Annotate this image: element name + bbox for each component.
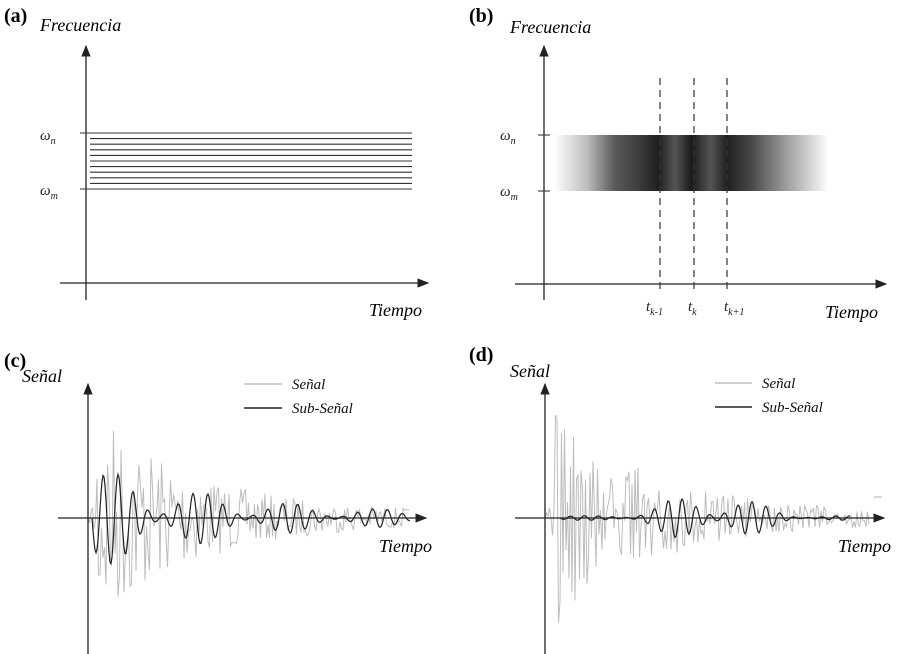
panel-d-y-axis-title: Señal	[510, 361, 550, 381]
panel-a: (a) Frecuencia Tiempo ωn ωm	[4, 5, 430, 320]
panel-b-tick-tk-plus-1: tk+1	[724, 299, 744, 318]
panel-b-tick-tk: tk	[688, 299, 697, 318]
panel-d-legend-sub-signal-label: Sub-Señal	[762, 400, 823, 416]
panel-d-signal-series	[544, 414, 870, 623]
panel-c-y-axis-title: Señal	[22, 366, 62, 386]
panel-a-omega-n-label: ωn	[40, 128, 56, 147]
panel-b-omega-n-label: ωn	[500, 128, 516, 147]
panel-a-omega-m-label: ωm	[40, 183, 58, 202]
panel-a-x-axis-title: Tiempo	[369, 300, 422, 320]
panel-d: (d) Señal Tiempo Señal Sub-Señal	[469, 344, 891, 654]
panel-c-legend-sub-signal-label: Sub-Señal	[292, 401, 353, 417]
panel-d-x-axis-title: Tiempo	[838, 536, 891, 556]
panel-c-legend-signal-label: Señal	[292, 377, 325, 393]
panel-b-tick-tk-minus-1: tk-1	[646, 299, 663, 318]
panel-b-time-frequency-band	[554, 135, 829, 191]
panel-c-sub-signal-series	[91, 472, 410, 566]
panel-b: (b) Frecuencia ωn ωm tk-1 tk tk+1 Tiempo	[469, 5, 888, 322]
panel-b-label: (b)	[469, 5, 493, 27]
panel-c-x-axis-title: Tiempo	[379, 536, 432, 556]
panel-a-y-axis-title: Frecuencia	[39, 15, 121, 35]
panel-d-legend-signal-label: Señal	[762, 376, 795, 392]
panel-b-omega-m-label: ωm	[500, 184, 518, 203]
panel-d-label: (d)	[469, 344, 493, 366]
panel-c: (c) Señal Tiempo Señal Sub-Señal	[4, 350, 432, 654]
panel-a-frequency-lines	[80, 132, 412, 190]
panel-c-label: (c)	[4, 350, 26, 372]
panel-a-label: (a)	[4, 5, 27, 27]
panel-b-x-axis-title: Tiempo	[825, 302, 878, 322]
panel-b-y-axis-title: Frecuencia	[509, 17, 591, 37]
